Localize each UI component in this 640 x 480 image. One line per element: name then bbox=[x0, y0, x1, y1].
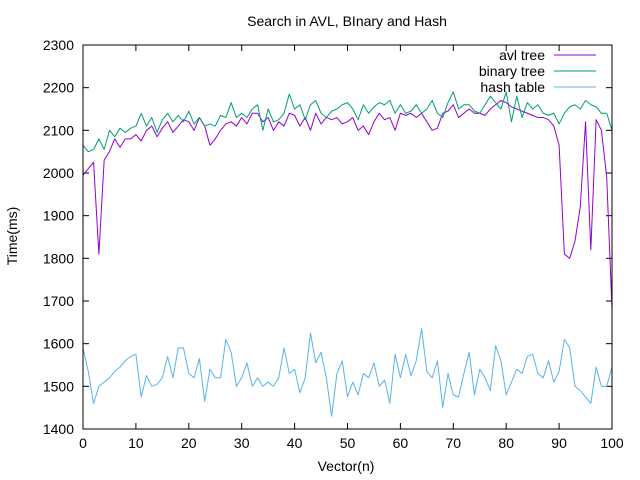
y-tick-label: 1400 bbox=[43, 421, 74, 437]
x-tick-label: 20 bbox=[181, 435, 197, 451]
x-tick-label: 60 bbox=[393, 435, 409, 451]
y-tick-label: 1700 bbox=[43, 293, 74, 309]
y-axis-label: Time(ms) bbox=[4, 207, 20, 266]
x-tick-label: 40 bbox=[287, 435, 303, 451]
series-line-avl-tree bbox=[82, 99, 613, 310]
series-line-binary-tree bbox=[82, 91, 613, 153]
axis-ticks: 0 10 20 30 40 50 60 70 80 90 100 1400 1500 1600 1700 18… bbox=[43, 37, 624, 451]
chart-title: Search in AVL, BInary and Hash bbox=[247, 13, 447, 29]
legend-label: binary tree bbox=[479, 63, 545, 79]
y-tick-label: 2100 bbox=[43, 122, 74, 138]
y-tick-label: 1800 bbox=[43, 250, 74, 266]
series-lines bbox=[82, 91, 613, 417]
y-tick-label: 2000 bbox=[43, 165, 74, 181]
x-axis-label: Vector(n) bbox=[318, 458, 375, 474]
x-tick-label: 80 bbox=[498, 435, 514, 451]
plot-frame bbox=[82, 44, 613, 430]
y-tick-label: 1900 bbox=[43, 208, 74, 224]
y-tick-label: 2300 bbox=[43, 37, 74, 53]
x-tick-label: 30 bbox=[234, 435, 250, 451]
x-tick-label: 50 bbox=[340, 435, 356, 451]
series-line-hash-table bbox=[82, 328, 613, 417]
x-tick-label: 70 bbox=[446, 435, 462, 451]
x-tick-label: 100 bbox=[600, 435, 624, 451]
x-tick-label: 10 bbox=[128, 435, 144, 451]
legend-label: avl tree bbox=[499, 47, 545, 63]
legend-label: hash table bbox=[480, 79, 545, 95]
y-tick-label: 1600 bbox=[43, 336, 74, 352]
y-tick-label: 1500 bbox=[43, 378, 74, 394]
x-tick-label: 90 bbox=[551, 435, 567, 451]
y-tick-label: 2200 bbox=[43, 80, 74, 96]
x-tick-label: 0 bbox=[79, 435, 87, 451]
